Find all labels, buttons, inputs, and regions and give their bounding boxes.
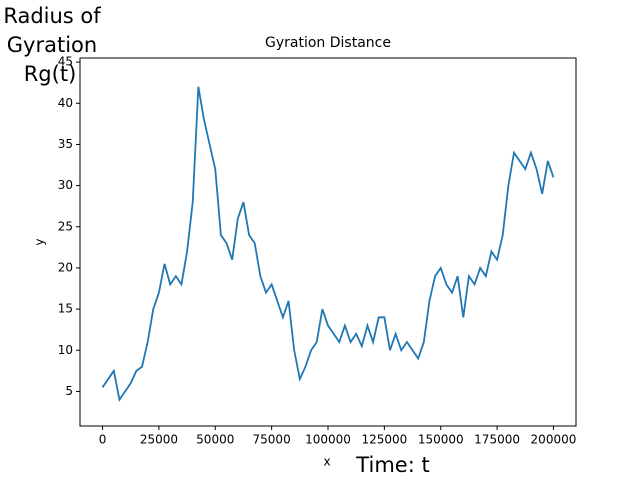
y-tick-label: 25 [58,219,73,233]
x-tick-label: 100000 [305,433,351,447]
y-tick-label: 20 [58,260,73,274]
x-tick-label: 50000 [196,433,234,447]
x-tick-label: 125000 [361,433,407,447]
x-tick-label: 0 [99,433,107,447]
x-tick-label: 150000 [418,433,464,447]
y-tick-label: 35 [58,137,73,151]
chart-title: Gyration Distance [265,35,391,51]
x-tick-label: 175000 [474,433,520,447]
annotation: Radius of [3,4,101,28]
y-tick-label: 15 [58,302,73,316]
data-line [101,86,555,402]
y-axis-label: y [33,238,47,245]
annotation: Gyration [7,33,97,57]
y-tick-label: 40 [58,96,73,110]
x-tick-label: 200000 [531,433,577,447]
annotation: Rg(t) [24,62,77,86]
y-tick-label: 10 [58,343,73,357]
y-tick-label: 30 [58,178,73,192]
y-tick-label: 5 [65,384,73,398]
x-axis-label: x [323,455,330,469]
annotation: Time: t [355,453,429,477]
y-tick-label: 45 [58,55,73,69]
x-tick-label: 25000 [140,433,178,447]
x-tick-label: 75000 [253,433,291,447]
